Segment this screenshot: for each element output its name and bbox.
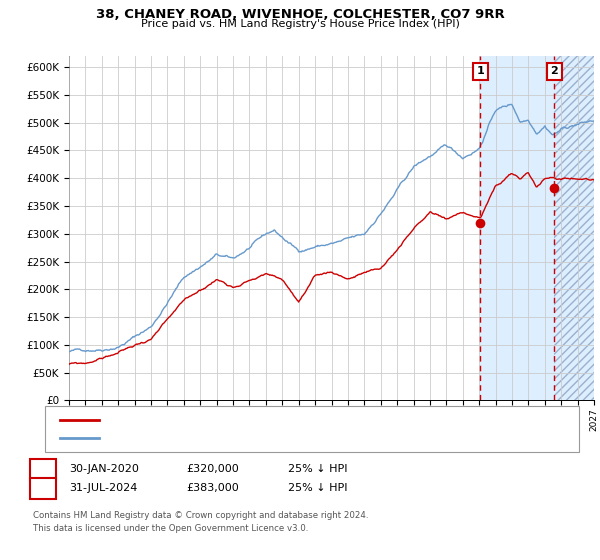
Bar: [554, 56, 594, 400]
Text: 2: 2: [39, 483, 47, 493]
Text: £320,000: £320,000: [186, 464, 239, 474]
Text: 31-JUL-2024: 31-JUL-2024: [69, 483, 137, 493]
Text: 38, CHANEY ROAD, WIVENHOE, COLCHESTER, CO7 9RR (detached house): 38, CHANEY ROAD, WIVENHOE, COLCHESTER, C…: [106, 415, 473, 425]
Text: 1: 1: [39, 464, 47, 474]
Text: Price paid vs. HM Land Registry's House Price Index (HPI): Price paid vs. HM Land Registry's House …: [140, 19, 460, 29]
Text: 38, CHANEY ROAD, WIVENHOE, COLCHESTER, CO7 9RR: 38, CHANEY ROAD, WIVENHOE, COLCHESTER, C…: [95, 8, 505, 21]
Text: 1: 1: [476, 67, 484, 77]
Bar: [481, 56, 594, 400]
Text: 25% ↓ HPI: 25% ↓ HPI: [288, 483, 347, 493]
Text: HPI: Average price, detached house, Colchester: HPI: Average price, detached house, Colc…: [106, 433, 344, 443]
Text: 25% ↓ HPI: 25% ↓ HPI: [288, 464, 347, 474]
Text: Contains HM Land Registry data © Crown copyright and database right 2024.
This d: Contains HM Land Registry data © Crown c…: [33, 511, 368, 533]
Text: 2: 2: [550, 67, 558, 77]
Text: 30-JAN-2020: 30-JAN-2020: [69, 464, 139, 474]
Text: £383,000: £383,000: [186, 483, 239, 493]
